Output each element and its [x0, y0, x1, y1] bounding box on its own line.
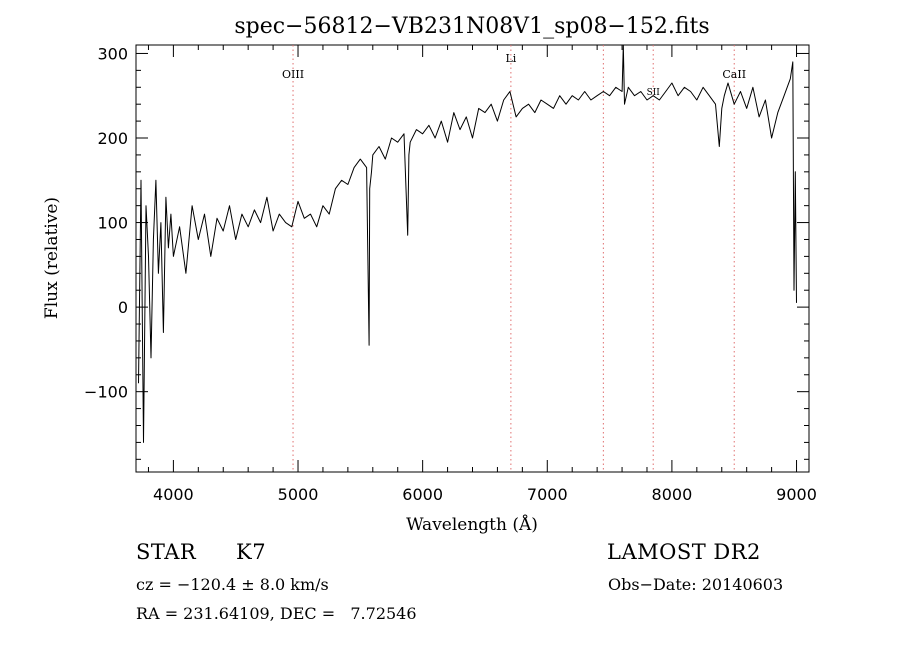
x-tick-label-3: 7000: [527, 485, 568, 504]
velocity-text: cz = −120.4 ± 8.0 km/s: [136, 575, 329, 594]
x-tick-label-5: 9000: [776, 485, 817, 504]
marker-extra-label-0: SII: [647, 88, 661, 98]
marker-label-0: OIII: [282, 68, 304, 81]
x-tick-label-0: 4000: [153, 485, 194, 504]
survey-label: LAMOST DR2: [607, 540, 761, 564]
y-axis-label: Flux (relative): [42, 197, 62, 319]
x-tick-label-1: 5000: [278, 485, 319, 504]
axis-ticks: 4000 5000 6000 7000 8000 9000 −100 0 100 200 300: [84, 44, 817, 504]
x-axis-label: Wavelength (Å): [406, 514, 538, 535]
x-tick-label-4: 8000: [652, 485, 693, 504]
object-subclass: K7: [236, 540, 267, 564]
y-tick-label-4: 300: [97, 44, 128, 63]
series-line-0: [138, 44, 797, 443]
object-type: STAR: [136, 540, 197, 564]
y-tick-label-3: 200: [97, 129, 128, 148]
chart-title: spec−56812−VB231N08V1_sp08−152.fits: [234, 14, 709, 39]
y-tick-label-2: 100: [97, 214, 128, 233]
y-tick-label-1: 0: [118, 298, 128, 317]
y-tick-label-0: −100: [84, 383, 128, 402]
coordinates-text: RA = 231.64109, DEC = 7.72546: [136, 604, 417, 623]
spectral-line-markers: OIII Li CaII SII: [282, 45, 746, 472]
marker-label-1: Li: [505, 52, 516, 65]
spectrum-series: [138, 44, 797, 443]
plot-frame: [135, 44, 810, 473]
marker-label-4: CaII: [722, 68, 746, 81]
x-tick-label-2: 6000: [402, 485, 443, 504]
obs-date-text: Obs−Date: 20140603: [608, 575, 784, 594]
